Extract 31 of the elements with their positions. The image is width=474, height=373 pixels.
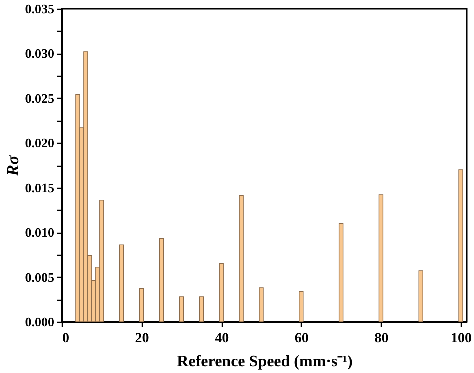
y-tick-label: 0.010	[25, 225, 54, 240]
y-tick-label: 0.035	[25, 2, 55, 16]
y-tick-label: 0.025	[25, 90, 55, 106]
x-tick-label: 100	[451, 332, 472, 346]
bar	[84, 52, 88, 322]
y-tick-label: 0.005	[25, 270, 55, 285]
x-tick-label: 20	[135, 332, 150, 346]
bar	[159, 238, 164, 322]
bar	[378, 194, 384, 322]
bar	[458, 170, 464, 322]
x-tick-label: 0	[62, 332, 70, 346]
bar	[179, 296, 184, 322]
y-tick-label: 0.030	[25, 46, 54, 62]
y-tick-label: 0.020	[25, 136, 54, 151]
bar	[239, 196, 244, 322]
x-tick-label: 40	[215, 332, 230, 346]
bar	[418, 270, 424, 322]
bar	[338, 223, 344, 322]
bar	[219, 264, 224, 322]
x-tick-label: 80	[374, 332, 389, 346]
y-tick-label: 0.015	[25, 180, 55, 196]
bar	[120, 244, 124, 322]
bar	[299, 291, 304, 322]
y-axis-title: Rσ	[3, 154, 22, 178]
bar	[100, 200, 104, 322]
bar	[259, 288, 264, 322]
bar	[199, 296, 204, 322]
bar	[139, 288, 144, 322]
x-axis-title: Reference Speed (mm·s⁻¹)	[177, 354, 353, 370]
y-tick-label: 0.000	[25, 314, 54, 330]
x-tick-label: 60	[294, 332, 309, 346]
